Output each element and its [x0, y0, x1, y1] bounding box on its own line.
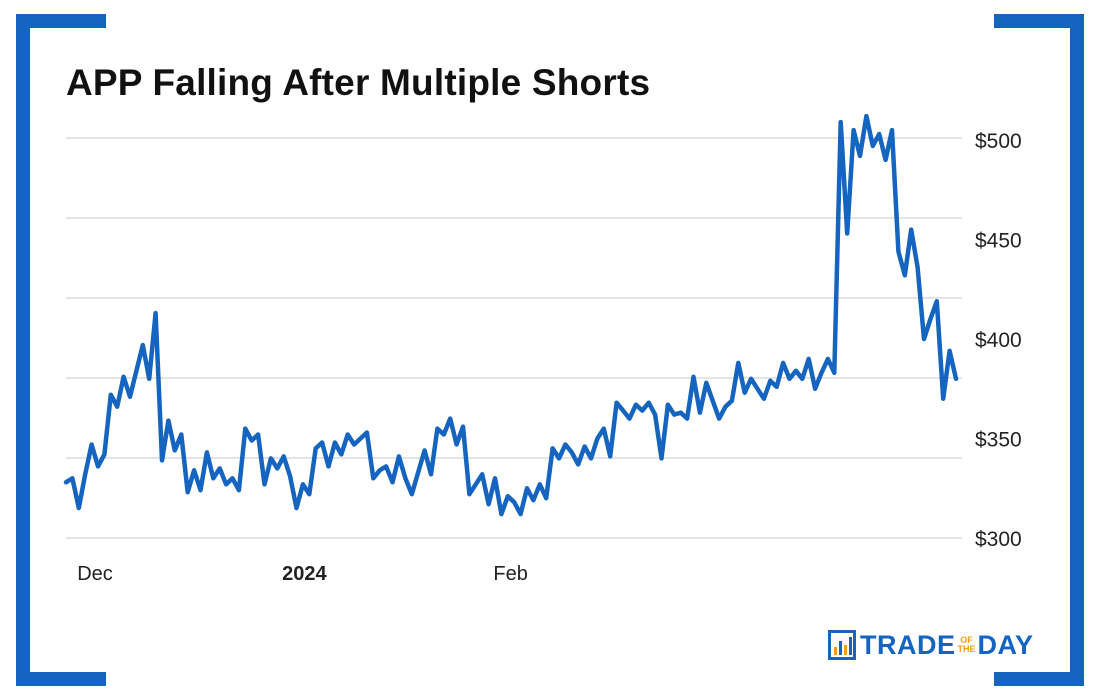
y-tick-label: $500: [975, 130, 1022, 153]
x-axis-labels: Dec 2024 Feb: [77, 563, 528, 585]
logo-small-words: OF THE: [958, 636, 976, 654]
logo-word-day: DAY: [977, 629, 1034, 660]
x-tick-label: Feb: [493, 563, 527, 585]
x-tick-label: 2024: [282, 563, 327, 585]
price-series-line: [63, 113, 959, 517]
y-tick-label: $400: [975, 329, 1022, 352]
left-frame-bracket: [16, 14, 106, 686]
x-tick-label: Dec: [77, 563, 113, 585]
trade-of-the-day-logo: TRADE OF THE DAY: [828, 628, 1034, 662]
y-tick-label: $450: [975, 230, 1022, 253]
logo-word-trade: TRADE: [860, 629, 956, 660]
grid-lines: [66, 137, 962, 539]
y-tick-label: $300: [975, 528, 1022, 551]
series-group: [63, 113, 959, 517]
logo-wordmark: TRADE OF THE DAY: [860, 630, 1034, 661]
logo-word-the: THE: [957, 644, 976, 654]
y-axis-labels: $300 $350 $400 $450 $500: [975, 130, 1022, 551]
chart-title: APP Falling After Multiple Shorts: [66, 62, 651, 103]
logo-word-of: OF: [960, 635, 973, 645]
bar-chart-icon: [828, 630, 856, 660]
right-frame-bracket: [994, 14, 1084, 686]
y-tick-label: $350: [975, 429, 1022, 452]
